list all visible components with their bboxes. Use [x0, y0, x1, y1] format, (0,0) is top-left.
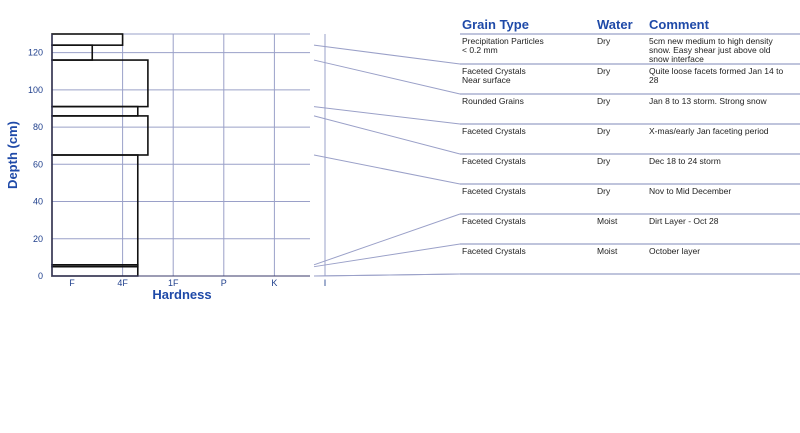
x-tick-label: 4F: [117, 278, 128, 288]
header-comment: Comment: [649, 17, 710, 32]
y-axis-title: Depth (cm): [5, 121, 20, 189]
connector-line: [313, 243, 461, 268]
cell-water: Moist: [597, 246, 618, 256]
cell-comment: snow. Easy shear just above old: [649, 45, 771, 55]
cell-grain-type: Near surface: [462, 75, 511, 85]
connector-line: [313, 44, 461, 65]
cell-comment: 5cm new medium to high density: [649, 36, 774, 46]
cell-water: Dry: [597, 186, 611, 196]
cell-comment: Dirt Layer - Oct 28: [649, 216, 719, 226]
cell-comment: snow interface: [649, 54, 704, 64]
cell-grain-type: Precipitation Particles: [462, 36, 544, 46]
cell-comment: 28: [649, 75, 659, 85]
layer-bar: [51, 105, 139, 117]
cell-comment: Nov to Mid December: [649, 186, 731, 196]
cell-grain-type: Faceted Crystals: [462, 66, 526, 76]
cell-grain-type: < 0.2 mm: [462, 45, 498, 55]
x-tick-label: 1F: [168, 278, 179, 288]
cell-comment: Dec 18 to 24 storm: [649, 156, 721, 166]
layer-bar: [51, 59, 149, 108]
cell-grain-type: Faceted Crystals: [462, 186, 526, 196]
cell-comment: X-mas/early Jan faceting period: [649, 126, 769, 136]
cell-comment: October layer: [649, 246, 700, 256]
connector-line: [313, 154, 461, 185]
layer-bar: [51, 154, 139, 266]
table-header: Grain Type Water Comment: [462, 17, 710, 32]
connector-line: [313, 115, 461, 155]
cell-grain-type: Faceted Crystals: [462, 216, 526, 226]
axes: [51, 34, 310, 277]
y-tick-label: 80: [33, 122, 43, 132]
x-tick-label: K: [271, 278, 277, 288]
header-water: Water: [597, 17, 633, 32]
cell-grain-type: Faceted Crystals: [462, 126, 526, 136]
cell-water: Dry: [597, 96, 611, 106]
cell-water: Dry: [597, 66, 611, 76]
header-grain-type: Grain Type: [462, 17, 529, 32]
cell-water: Dry: [597, 156, 611, 166]
cell-water: Dry: [597, 126, 611, 136]
y-tick-labels: 0 20 40 60 80 100 120: [28, 48, 43, 281]
y-tick-label: 60: [33, 159, 43, 169]
x-tick-label: P: [221, 278, 227, 288]
x-tick-labels: F 4F 1F P K I: [69, 278, 326, 288]
x-tick-label: I: [324, 278, 327, 288]
connector-line: [313, 106, 461, 125]
layer-bar: [51, 33, 124, 46]
y-tick-label: 40: [33, 197, 43, 207]
cell-grain-type: Faceted Crystals: [462, 156, 526, 166]
grid: [52, 33, 326, 277]
cell-comment: Jan 8 to 13 storm. Strong snow: [649, 96, 768, 106]
connector-line: [313, 273, 461, 277]
table-body: Precipitation Particles< 0.2 mm Dry 5cm ne…: [460, 33, 800, 275]
y-tick-label: 0: [38, 271, 43, 281]
cell-comment: Quite loose facets formed Jan 14 to: [649, 66, 783, 76]
connector-line: [313, 213, 461, 266]
y-tick-label: 120: [28, 48, 43, 58]
y-tick-label: 20: [33, 234, 43, 244]
layer-bar: [51, 265, 139, 277]
y-tick-label: 100: [28, 85, 43, 95]
x-axis-title: Hardness: [152, 287, 211, 302]
cell-grain-type: Rounded Grains: [462, 96, 524, 106]
layer-bar: [51, 115, 149, 156]
hardness-profile: [51, 33, 149, 277]
cell-water: Moist: [597, 216, 618, 226]
connector-line: [313, 59, 461, 95]
x-tick-label: F: [69, 278, 75, 288]
cell-grain-type: Faceted Crystals: [462, 246, 526, 256]
cell-water: Dry: [597, 36, 611, 46]
layer-connectors: [313, 44, 461, 277]
